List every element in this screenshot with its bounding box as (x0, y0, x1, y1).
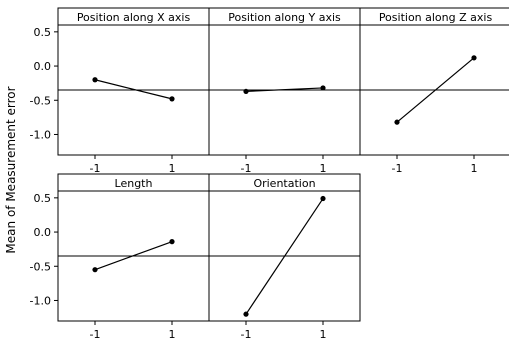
x-tick-label: -1 (90, 328, 101, 339)
x-tick-label: -1 (392, 162, 403, 175)
series-line (245, 87, 324, 92)
y-tick-label: -1.0 (30, 128, 51, 141)
x-tick-label: 1 (169, 328, 176, 339)
data-point (243, 311, 249, 317)
y-tick-label: 0.0 (34, 60, 52, 73)
data-point (169, 239, 175, 245)
series-line (94, 241, 173, 271)
panel-title: Orientation (253, 177, 315, 190)
x-tick-label: 1 (471, 162, 478, 175)
series-line (396, 57, 475, 123)
y-axis-label: Mean of Measurement error (4, 86, 18, 253)
data-point (92, 267, 98, 273)
data-point (471, 55, 477, 61)
y-tick-label: 0.0 (34, 226, 52, 239)
series-line (94, 79, 173, 100)
panel-title: Length (115, 177, 153, 190)
panel-title: Position along Z axis (379, 11, 493, 24)
x-tick-label: -1 (241, 328, 252, 339)
panel-title: Position along X axis (77, 11, 191, 24)
x-tick-label: 1 (320, 162, 327, 175)
y-tick-label: -1.0 (30, 294, 51, 307)
y-tick-label: 0.5 (34, 26, 52, 39)
y-tick-label: -0.5 (30, 94, 51, 107)
data-point (169, 96, 175, 102)
x-tick-label: -1 (241, 162, 252, 175)
x-tick-label: 1 (169, 162, 176, 175)
data-point (320, 85, 326, 91)
series-line (245, 198, 324, 315)
x-tick-label: 1 (320, 328, 327, 339)
y-tick-label: 0.5 (34, 192, 52, 205)
panel-title: Position along Y axis (228, 11, 341, 24)
x-tick-label: -1 (90, 162, 101, 175)
y-tick-label: -0.5 (30, 260, 51, 273)
data-point (320, 195, 326, 202)
data-point (243, 88, 249, 94)
data-point (92, 77, 98, 83)
data-point (394, 119, 400, 125)
